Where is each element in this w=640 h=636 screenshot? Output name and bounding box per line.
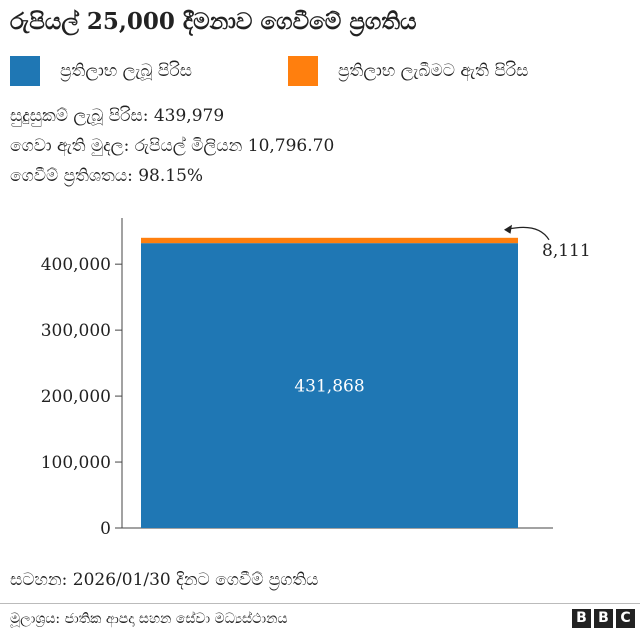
annotation-arrow-head [504, 224, 512, 234]
data-label-received: 431,868 [294, 377, 364, 397]
y-tick-label: 200,000 [41, 387, 111, 407]
y-tick-label: 100,000 [41, 453, 111, 473]
footer-divider [0, 603, 640, 604]
data-label-pending: 8,111 [542, 241, 591, 261]
stat-percentage-label: ගෙවීම් ප්‍රතිශතය: [10, 166, 133, 186]
bbc-logo-letter: B [594, 609, 613, 628]
bbc-logo: B B C [572, 609, 635, 628]
legend-item-received: ප්‍රතිලාභ ලැබූ පිරිස [10, 56, 192, 86]
legend-swatch-received [10, 56, 40, 86]
stat-eligible: සුදුසුකම් ලැබූ පිරිස: 439,979 [10, 101, 630, 131]
legend-swatch-pending [288, 56, 318, 86]
y-tick-label: 300,000 [41, 321, 111, 341]
stat-percentage-value: 98.15% [138, 166, 204, 186]
chart-title: රුපියල් 25,000 දීමනාව ගෙවීමේ ප්‍රගතිය [10, 8, 417, 35]
legend-item-pending: ප්‍රතිලාභ ලැබීමට ඇති පිරිස [288, 56, 528, 86]
y-tick-label: 0 [100, 519, 111, 539]
bbc-logo-letter: C [616, 609, 635, 628]
chart-note: සටහන: 2026/01/30 දිනට ගෙවීම් ප්‍රගතිය [10, 570, 319, 590]
stat-eligible-label: සුදුසුකම් ලැබූ පිරිස: [10, 106, 149, 126]
source-credit: මූලාශ්‍රය: ජාතික ආපදා සහන සේවා මධ්‍යස්ථා… [10, 611, 288, 627]
bbc-logo-letter: B [572, 609, 591, 628]
stat-paid-label: ගෙවා ඇති මුදල: රුපියල් මිලියන [10, 136, 243, 156]
y-tick-label: 400,000 [41, 255, 111, 275]
legend: ප්‍රතිලාභ ලැබූ පිරිස ප්‍රතිලාභ ලැබීමට ඇත… [10, 56, 630, 86]
stat-percentage: ගෙවීම් ප්‍රතිශතය: 98.15% [10, 161, 630, 191]
stat-paid-amount: ගෙවා ඇති මුදල: රුපියල් මිලියන 10,796.70 [10, 131, 630, 161]
stacked-bar-chart: 0 100,000 200,000 300,000 400,000 431,868 8,11… [41, 218, 591, 539]
legend-label-received: ප්‍රතිලාභ ලැබූ පිරිස [60, 61, 192, 81]
summary-stats: සුදුසුකම් ලැබූ පිරිස: 439,979 ගෙවා ඇති ම… [10, 101, 630, 191]
bar-segment-received [141, 243, 518, 529]
bar-segment-pending [141, 237, 518, 244]
legend-label-pending: ප්‍රතිලාභ ලැබීමට ඇති පිරිස [338, 61, 529, 81]
stat-paid-value: 10,796.70 [247, 136, 335, 156]
stat-eligible-value: 439,979 [153, 106, 225, 126]
